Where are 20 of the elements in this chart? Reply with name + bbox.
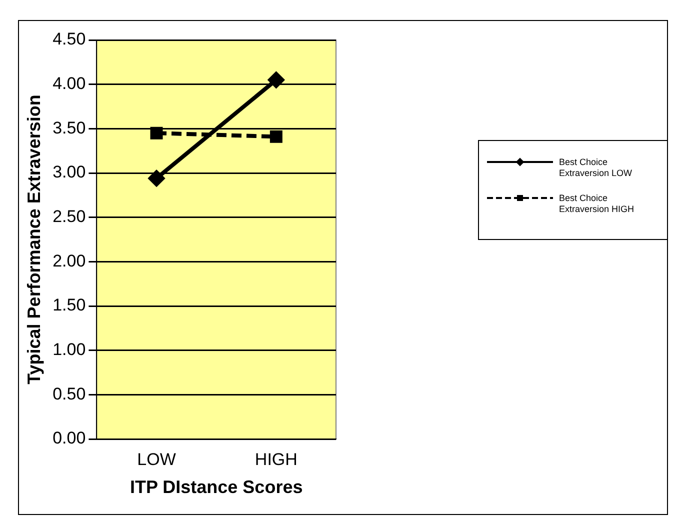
point (148, 170, 165, 186)
text: Best Choice Extraversion LOW (559, 157, 634, 179)
y-tick-label: 0.50 (52, 384, 86, 404)
point (150, 126, 163, 140)
x-axis-title: ITP DIstance Scores (130, 477, 303, 498)
y-axis-title: Typical Performance Extraversion (24, 94, 44, 384)
y-tick-label: 3.00 (52, 162, 86, 182)
y-tick-label: 1.50 (52, 296, 86, 315)
y-tick-label: 0.00 (52, 428, 86, 448)
y-tick-label: 2.50 (52, 207, 86, 226)
y-tick-label: 4.50 (52, 30, 86, 49)
x-tick-label: HIGH (254, 450, 298, 469)
y-tick-label: 4.00 (52, 74, 86, 94)
y-tick-label: 1.00 (52, 340, 86, 360)
y-tick-label: 2.00 (52, 251, 86, 270)
point (268, 72, 284, 88)
point (270, 130, 282, 143)
x-tick-label: LOW (137, 450, 176, 469)
y-tick-label: 3.50 (52, 118, 86, 138)
text: Best Choice Extraversion HIGH (559, 193, 636, 215)
